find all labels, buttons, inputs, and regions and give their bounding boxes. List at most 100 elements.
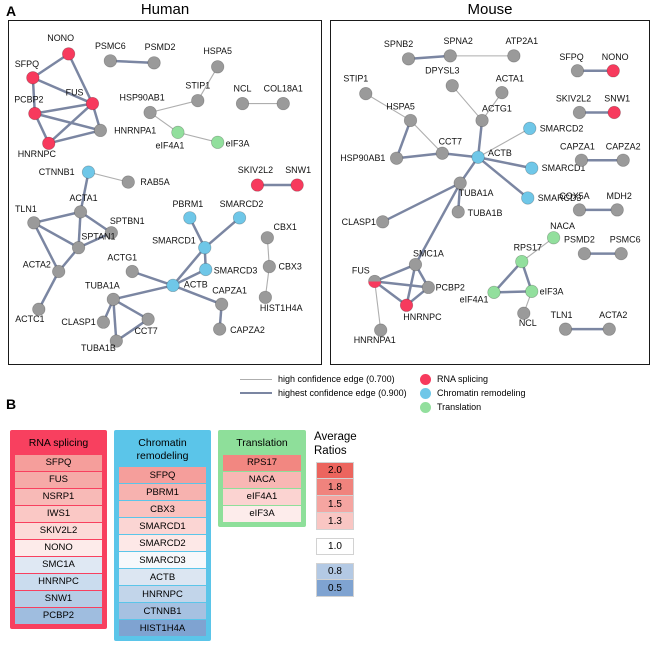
node-circle-SPTBN1 xyxy=(104,226,118,240)
node-circle-TUBA1B xyxy=(109,334,123,348)
heatmap-row-SKIV2L2: SKIV2L2 xyxy=(15,522,102,539)
node-label-NONO: NONO xyxy=(47,33,74,43)
edge-eIF4A1-eIF3A xyxy=(177,131,218,143)
node-label-TUBA1B: TUBA1B xyxy=(81,343,116,353)
edge-PCBP2-FUS xyxy=(34,102,93,115)
node-label-SMARCD3: SMARCD3 xyxy=(214,265,258,275)
node-label-PBRM1: PBRM1 xyxy=(172,199,203,209)
node-circle-ACTA2 xyxy=(602,322,616,336)
node-label-ACTA1: ACTA1 xyxy=(496,74,524,84)
chromatin-remodeling-panel: Chromatin remodeling SFPQ PBRM1 CBX3 SMARCD1… xyxy=(114,430,211,642)
node-CLASP1: CLASP1 xyxy=(61,315,111,329)
heatmap-row-HNRNPC: HNRNPC xyxy=(119,586,206,603)
node-circle-ACTB xyxy=(166,278,180,293)
thick-edge-sample xyxy=(240,392,272,394)
node-label-CAPZA2: CAPZA2 xyxy=(606,141,641,151)
node-circle-SMARCD3 xyxy=(199,262,213,277)
translation-panel: Translation RPS17 NACA eIF4A1 eIF3A xyxy=(218,430,306,527)
node-circle-TUBA1A xyxy=(106,292,120,306)
node-CLASP1: CLASP1 xyxy=(342,215,390,229)
node-circle-HSP90AB1 xyxy=(389,151,404,165)
node-label-TUBA1A: TUBA1A xyxy=(85,280,120,290)
node-circle-NONO xyxy=(62,47,76,61)
node-label-PSMD2: PSMD2 xyxy=(145,42,176,52)
node-circle-HIST1H4A xyxy=(258,290,272,304)
node-ACTG1: ACTG1 xyxy=(475,104,512,128)
node-circle-SPNB2 xyxy=(401,52,416,66)
edge-STIP1-HSPA5 xyxy=(365,93,411,121)
edge-TLN1-ACTA2 xyxy=(32,222,60,273)
mouse-network-graph: SPNB2 SPNA2 ATP2A1 STIP1 DPYSL3 ACTA1 HSPA5 ACT… xyxy=(340,36,641,345)
edge-TUBA1A-CLASP1 xyxy=(382,181,461,223)
heatmap-row-HNRNPC: HNRNPC xyxy=(15,573,102,590)
node-circle-eIF3A xyxy=(525,284,539,298)
heatmap-row-CBX3: CBX3 xyxy=(119,501,206,518)
node-eIF4A1: eIF4A1 xyxy=(460,285,501,304)
node-label-PSMC6: PSMC6 xyxy=(610,235,641,245)
node-SKIV2L2: SKIV2L2 xyxy=(556,94,591,120)
node-CAPZA1: CAPZA1 xyxy=(560,141,595,167)
node-label-PCBP2: PCBP2 xyxy=(14,95,43,105)
node-label-HSPA5: HSPA5 xyxy=(203,46,232,56)
node-CAPZA2: CAPZA2 xyxy=(213,322,265,336)
node-circle-PCBP2 xyxy=(421,280,435,295)
node-circle-SKIV2L2 xyxy=(572,105,587,120)
node-circle-SFPQ xyxy=(26,71,40,85)
edge-legend-row: highest confidence edge (0.900) xyxy=(240,386,407,400)
node-HNRNPA1: HNRNPA1 xyxy=(93,123,156,138)
node-circle-SMARCD2 xyxy=(523,121,537,136)
edge-ACTB-CAPZA1 xyxy=(172,284,223,306)
node-label-HIST1H4A: HIST1H4A xyxy=(260,303,303,313)
node-label-ACTB: ACTB xyxy=(488,148,512,158)
heatmap-row-NACA: NACA xyxy=(223,471,301,488)
node-label-SMARCD3: SMARCD3 xyxy=(538,193,582,203)
node-RPS17: RPS17 xyxy=(514,243,542,269)
node-SMARCD1: SMARCD1 xyxy=(525,161,585,175)
human-network: NONO SFPQ PSMC6 PSMD2 HSPA5 FUS HSP90AB1 STIP1 N… xyxy=(8,20,322,365)
node-label-HNRNPC: HNRNPC xyxy=(403,312,442,322)
node-circle-SPNA2 xyxy=(443,49,457,63)
node-label-CBX3: CBX3 xyxy=(279,262,302,272)
edge-SMARCD1-ACTB xyxy=(171,246,206,287)
node-SPTAN1: SPTAN1 xyxy=(71,232,116,255)
node-CCT7: CCT7 xyxy=(435,136,462,160)
node-label-HSP90AB1: HSP90AB1 xyxy=(120,93,165,103)
node-circle-eIF3A xyxy=(211,135,225,149)
node-TUBA1A: TUBA1A xyxy=(453,176,494,198)
node-circle-SMC1A xyxy=(408,257,423,272)
node-label-SNW1: SNW1 xyxy=(604,94,630,104)
heatmap-row-eIF4A1: eIF4A1 xyxy=(223,488,301,505)
node-circle-ACTA1 xyxy=(73,205,88,219)
edge-SFPQ-NONO xyxy=(32,52,70,79)
node-circle-SFPQ xyxy=(570,64,585,78)
edge-NONO-FUS xyxy=(67,53,94,105)
node-circle-TUBA1B xyxy=(451,205,465,219)
node-label-CLASP1: CLASP1 xyxy=(61,317,95,327)
heatmap-row-PCBP2: PCBP2 xyxy=(15,607,102,624)
node-PBRM1: PBRM1 xyxy=(172,199,203,225)
node-label-SMC1A: SMC1A xyxy=(413,249,444,259)
node-label-MDH2: MDH2 xyxy=(607,191,632,201)
thin-edge-sample xyxy=(240,378,272,380)
node-ACTA1: ACTA1 xyxy=(495,74,524,100)
node-circle-CAPZA2 xyxy=(616,153,630,167)
scale-box-0.5: 0.5 xyxy=(316,580,354,597)
node-NCL: NCL xyxy=(234,84,252,111)
node-circle-TUBA1A xyxy=(453,176,467,190)
node-circle-CCT7 xyxy=(141,312,155,326)
node-SMARCD3: SMARCD3 xyxy=(521,191,582,205)
node-HSP90AB1: HSP90AB1 xyxy=(120,93,165,120)
edge-TUBA1A-TUBA1B xyxy=(112,299,118,342)
node-label-eIF3A: eIF3A xyxy=(226,138,250,148)
scale-box-1.8: 1.8 xyxy=(316,479,354,496)
node-circle-SKIV2L2 xyxy=(250,178,265,192)
node-SPTBN1: SPTBN1 xyxy=(104,216,145,240)
edge-ACTB-ACTG1 xyxy=(131,270,174,287)
heatmap-row-SMC1A: SMC1A xyxy=(15,556,102,573)
node-label-HNRNPA1: HNRNPA1 xyxy=(354,335,396,345)
node-NONO: NONO xyxy=(47,33,76,61)
node-circle-ATP2A1 xyxy=(507,49,521,63)
node-label-FUS: FUS xyxy=(352,265,370,275)
node-label-NCL: NCL xyxy=(234,84,252,94)
node-label-SKIV2L2: SKIV2L2 xyxy=(238,165,273,175)
